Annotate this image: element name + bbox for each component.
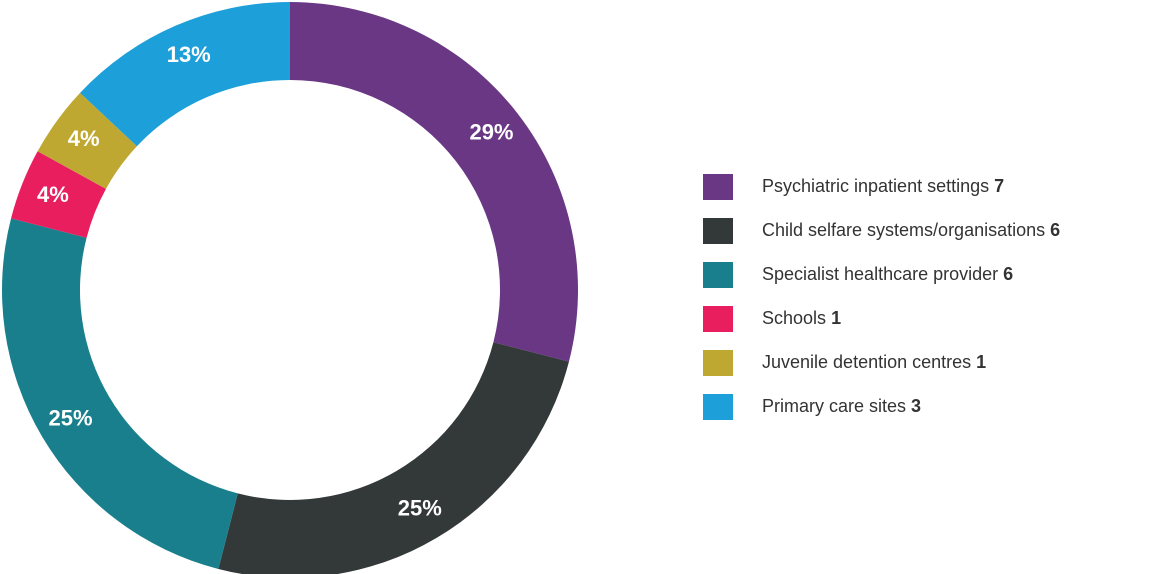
donut-slice: [2, 218, 238, 569]
legend-label: Specialist healthcare provider: [762, 264, 998, 284]
slice-label: 4%: [68, 126, 100, 151]
legend-entry: Schools 1: [762, 308, 841, 328]
legend-count: 7: [994, 176, 1004, 196]
legend-swatch: [703, 394, 733, 420]
legend-swatch: [703, 218, 733, 244]
legend-label: Juvenile detention centres: [762, 352, 971, 372]
legend-count: 6: [1003, 264, 1013, 284]
donut-slice: [37, 92, 137, 189]
slice-label: 4%: [37, 182, 69, 207]
donut-slice: [11, 151, 106, 238]
slice-label: 29%: [469, 120, 513, 145]
legend-swatch: [703, 262, 733, 288]
legend-entry: Primary care sites 3: [762, 396, 921, 416]
legend-label: Primary care sites: [762, 396, 906, 416]
legend-label: Schools: [762, 308, 826, 328]
legend-entry: Juvenile detention centres 1: [762, 352, 986, 372]
legend-entry: Psychiatric inpatient settings 7: [762, 176, 1004, 196]
legend-count: 1: [976, 352, 986, 372]
legend-count: 1: [831, 308, 841, 328]
legend-swatch: [703, 350, 733, 376]
slice-label: 13%: [167, 42, 211, 67]
donut-slice: [290, 2, 578, 362]
legend-count: 3: [911, 396, 921, 416]
legend-label: Psychiatric inpatient settings: [762, 176, 989, 196]
slice-label: 25%: [48, 406, 92, 431]
donut-slice: [80, 2, 290, 147]
legend-entry: Specialist healthcare provider 6: [762, 264, 1013, 284]
legend-swatch: [703, 174, 733, 200]
legend-count: 6: [1050, 220, 1060, 240]
donut-slice: [218, 342, 569, 574]
legend-label: Child selfare systems/organisations: [762, 220, 1045, 240]
legend-entry: Child selfare systems/organisations 6: [762, 220, 1060, 240]
legend-swatch: [703, 306, 733, 332]
slice-label: 25%: [398, 495, 442, 520]
